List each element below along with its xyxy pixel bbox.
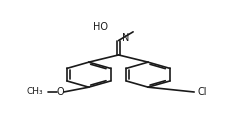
Text: Cl: Cl <box>197 87 206 97</box>
Text: N: N <box>122 33 129 43</box>
Text: O: O <box>56 87 64 97</box>
Text: CH₃: CH₃ <box>26 88 43 96</box>
Text: HO: HO <box>93 22 108 32</box>
